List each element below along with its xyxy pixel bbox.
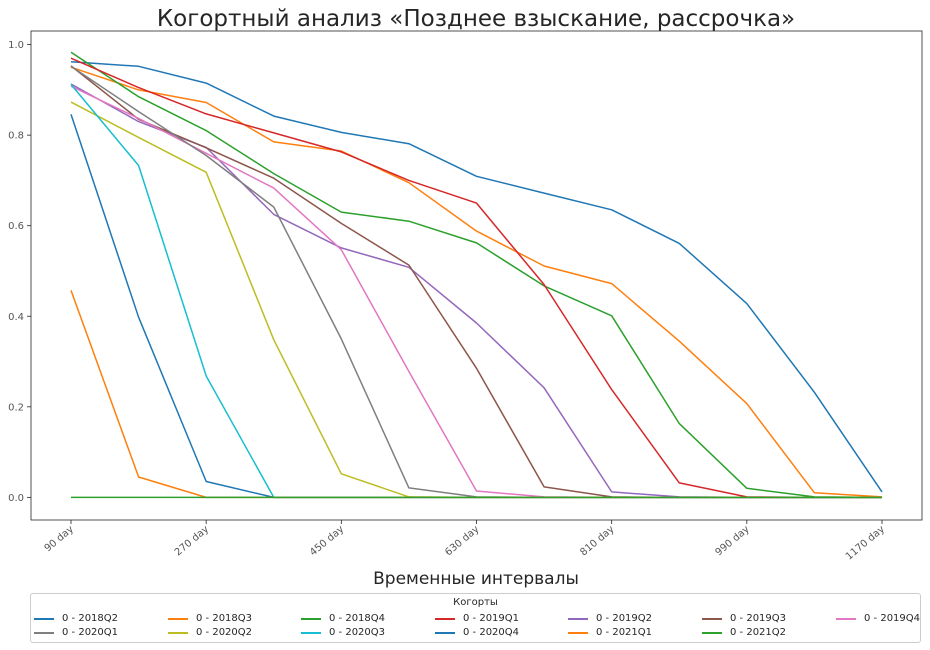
legend-label: 0 - 2018Q4 — [329, 613, 386, 624]
series-lines — [70, 51, 883, 499]
plot-area — [30, 30, 923, 521]
y-tick-label: 0.4 — [8, 312, 24, 323]
series-line-0-2018q3 — [70, 66, 883, 498]
legend-label: 0 - 2020Q4 — [463, 627, 520, 638]
legend-item: 0 - 2019Q3 — [702, 613, 786, 624]
legend-label: 0 - 2019Q3 — [730, 613, 787, 624]
x-tick-label: 990 day — [714, 524, 752, 559]
legend-swatch — [168, 617, 188, 620]
legend-label: 0 - 2020Q1 — [62, 627, 119, 638]
legend-swatch — [34, 631, 54, 634]
legend-item: 0 - 2020Q2 — [168, 627, 252, 638]
y-tick-label: 0.8 — [8, 131, 24, 142]
y-tick-label: 0.6 — [8, 221, 24, 232]
x-axis: 90 day 270 day 450 day 630 day 810 day 990 da… — [43, 520, 887, 563]
series-line-0-2018q2 — [70, 61, 883, 493]
y-tick-label: 1.0 — [8, 40, 24, 51]
series-line-0-2018q4 — [70, 51, 883, 499]
legend-item: 0 - 2020Q1 — [34, 627, 118, 638]
legend-label: 0 - 2019Q4 — [864, 613, 921, 624]
legend-item: 0 - 2019Q1 — [435, 613, 519, 624]
x-axis-label: Временные интервалы — [373, 569, 579, 589]
legend-title: Когорты — [453, 597, 498, 608]
chart-title: Когортный анализ «Позднее взыскание, рас… — [157, 6, 795, 32]
legend-item: 0 - 2018Q2 — [34, 613, 118, 624]
x-tick-label: 90 day — [43, 524, 76, 555]
legend-item: 0 - 2020Q3 — [301, 627, 385, 638]
legend-swatch — [568, 631, 588, 634]
legend-swatch — [435, 617, 455, 620]
legend-item: 0 - 2019Q4 — [836, 613, 920, 624]
legend-item: 0 - 2021Q2 — [702, 627, 786, 638]
legend-swatch — [301, 617, 321, 620]
x-tick-label: 450 day — [308, 524, 346, 559]
y-tick-label: 0.0 — [8, 493, 24, 504]
legend-swatch — [702, 617, 722, 620]
legend-swatch — [435, 631, 455, 634]
y-axis: 0.0 0.2 0.4 0.6 0.8 1.0 — [8, 40, 31, 504]
legend-swatch — [34, 617, 54, 620]
legend-label: 0 - 2019Q1 — [463, 613, 520, 624]
legend-label: 0 - 2020Q2 — [196, 627, 253, 638]
legend-label: 0 - 2021Q2 — [730, 627, 787, 638]
legend-swatch — [168, 631, 188, 634]
legend: Когорты 0 - 2018Q2 0 - 2018Q3 0 - 2018Q4 0 … — [30, 593, 921, 643]
x-tick-label: 810 day — [578, 524, 616, 559]
legend-item: 0 - 2018Q4 — [301, 613, 385, 624]
legend-label: 0 - 2020Q3 — [329, 627, 386, 638]
legend-item: 0 - 2018Q3 — [168, 613, 252, 624]
legend-swatch — [702, 631, 722, 634]
x-tick-label: 270 day — [173, 524, 211, 559]
legend-swatch — [568, 617, 588, 620]
x-tick-label: 630 day — [443, 524, 481, 559]
y-tick-label: 0.2 — [8, 402, 24, 413]
legend-item: 0 - 2020Q4 — [435, 627, 519, 638]
legend-label: 0 - 2018Q2 — [62, 613, 119, 624]
x-tick-label: 1170 day — [844, 524, 887, 563]
legend-swatch — [836, 617, 856, 620]
legend-label: 0 - 2018Q3 — [196, 613, 253, 624]
legend-swatch — [301, 631, 321, 634]
legend-item: 0 - 2019Q2 — [568, 613, 652, 624]
legend-item: 0 - 2021Q1 — [568, 627, 652, 638]
legend-label: 0 - 2019Q2 — [596, 613, 653, 624]
legend-label: 0 - 2021Q1 — [596, 627, 653, 638]
